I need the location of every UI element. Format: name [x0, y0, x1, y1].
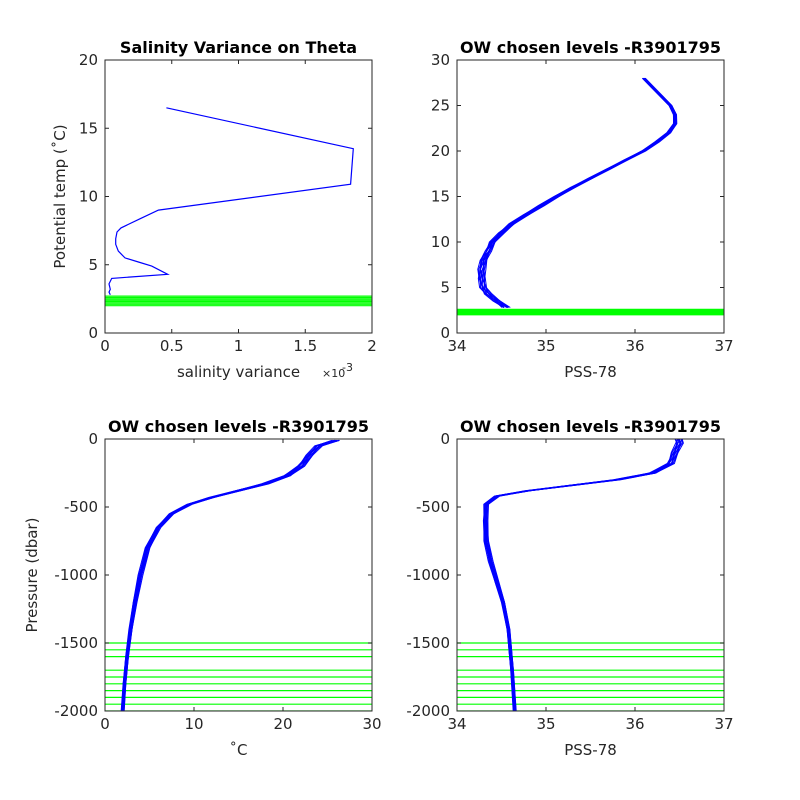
x-axis-label: ˚C	[230, 741, 248, 759]
y-tick-label: 25	[431, 97, 450, 115]
y-tick-label: -2000	[406, 702, 450, 720]
chart-title: OW chosen levels -R3901795	[460, 38, 721, 57]
x-tick-label: 2	[367, 337, 377, 355]
x-axis-label: salinity variance	[177, 363, 300, 381]
panel-pressure-salinity: 34 35 36 37 -2000 -1500 -1000 -500 0 OW chosen le…	[406, 417, 733, 759]
x-tick-label: 34	[447, 715, 466, 733]
x-tick-label: 1	[234, 337, 244, 355]
panel-pressure-temperature: 0 10 20 30 -2000 -1500 -1000 -500 0 OW chosen lev…	[23, 417, 382, 759]
y-tick-label: -500	[64, 498, 98, 516]
x-tick-label: 35	[536, 337, 555, 355]
x-tick-label: 0.5	[160, 337, 184, 355]
x-axis-exponent-power: -3	[342, 361, 353, 374]
y-axis-label: Potential temp (˚C)	[51, 124, 69, 268]
chart-title: OW chosen levels -R3901795	[108, 417, 369, 436]
x-axis-label: PSS-78	[564, 741, 617, 759]
y-tick-label: 5	[88, 256, 98, 274]
y-tick-label: 0	[440, 430, 450, 448]
x-tick-label: 37	[714, 337, 733, 355]
series-line-0	[108, 107, 354, 296]
x-tick-label: 34	[447, 337, 466, 355]
y-tick-label: 10	[79, 188, 98, 206]
y-axis-label: Pressure (dbar)	[23, 518, 41, 633]
x-tick-label: 1.5	[293, 337, 317, 355]
y-tick-label: 15	[79, 119, 98, 137]
chosen-level-lines	[105, 642, 372, 711]
x-tick-label: 0	[100, 715, 110, 733]
x-tick-label: 30	[362, 715, 381, 733]
series-line-0-copy-13	[485, 439, 681, 711]
y-tick-label: -1500	[54, 634, 98, 652]
panel-theta-salinity: 34 35 36 37 0 5 10 15 20 25 30 OW chosen levels -R3…	[431, 38, 734, 381]
x-tick-label: 36	[625, 715, 644, 733]
y-tick-label: 0	[88, 324, 98, 342]
y-tick-label: 0	[88, 430, 98, 448]
y-tick-label: -1500	[406, 634, 450, 652]
series-group	[477, 77, 678, 308]
x-tick-label: 10	[184, 715, 203, 733]
y-tick-label: 20	[431, 142, 450, 160]
x-tick-label: 35	[536, 715, 555, 733]
series-group	[108, 107, 354, 296]
y-tick-label: 15	[431, 188, 450, 206]
chart-title: OW chosen levels -R3901795	[460, 417, 721, 436]
y-tick-label: 20	[79, 51, 98, 69]
x-axis-label: PSS-78	[564, 363, 617, 381]
series-line-0-copy-13	[123, 439, 337, 711]
x-tick-label: 36	[625, 337, 644, 355]
y-tick-label: 10	[431, 233, 450, 251]
y-tick-label: -500	[416, 498, 450, 516]
y-tick-label: 30	[431, 51, 450, 69]
y-tick-label: -1000	[54, 566, 98, 584]
series-line-0-copy-13	[483, 77, 677, 308]
x-tick-label: 0	[100, 337, 110, 355]
chart-title: Salinity Variance on Theta	[120, 38, 357, 57]
series-group	[120, 439, 340, 711]
chosen-level-lines	[457, 642, 724, 711]
y-tick-label: -1000	[406, 566, 450, 584]
x-axis-exponent: ×10	[322, 367, 345, 380]
y-tick-label: 0	[440, 324, 450, 342]
y-tick-label: 5	[440, 279, 450, 297]
series-group	[482, 439, 684, 711]
y-tick-label: -2000	[54, 702, 98, 720]
x-tick-label: 37	[714, 715, 733, 733]
chosen-level-lines	[457, 308, 724, 316]
x-tick-label: 20	[273, 715, 292, 733]
chosen-level-lines	[105, 295, 372, 307]
